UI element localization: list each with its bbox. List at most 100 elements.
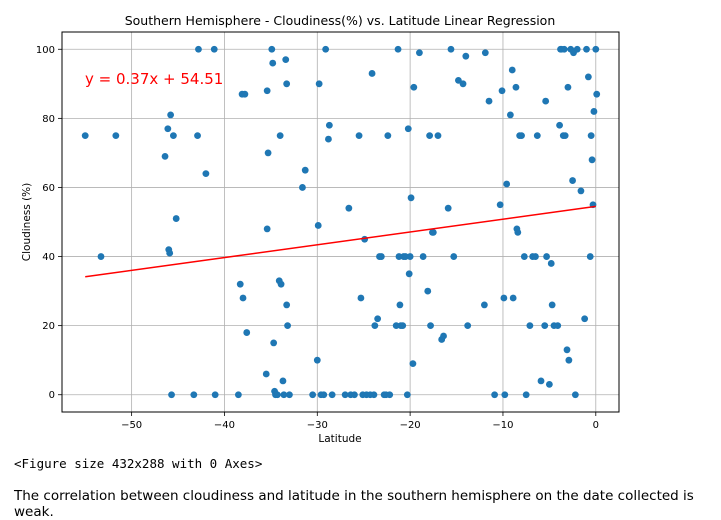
data-point [269, 59, 277, 67]
data-point [533, 132, 541, 140]
data-point [403, 391, 411, 399]
data-point [309, 391, 317, 399]
data-point [166, 249, 174, 257]
data-point [161, 152, 169, 160]
data-point [462, 52, 470, 60]
data-point [571, 391, 579, 399]
data-point [427, 322, 434, 330]
y-tick-label: 80 [42, 114, 55, 125]
data-point [394, 45, 402, 53]
data-point [416, 49, 423, 57]
data-point [236, 280, 244, 288]
data-point [341, 391, 349, 399]
scatter-chart: Southern Hemisphere - Cloudiness(%) vs. … [21, 13, 620, 445]
data-point [590, 108, 598, 115]
data-point [268, 45, 276, 53]
data-point [514, 228, 522, 236]
data-point [522, 391, 530, 399]
x-axis: −50 −40 −30 −20 −10 0 [121, 412, 599, 431]
data-point [168, 391, 175, 399]
data-point [496, 201, 504, 209]
data-point [262, 370, 270, 378]
data-point [447, 45, 455, 53]
data-point [299, 184, 306, 191]
data-point [501, 391, 509, 399]
data-point [322, 45, 330, 53]
data-point [547, 260, 555, 267]
data-point [569, 177, 576, 184]
data-point [464, 322, 472, 330]
plot-area [61, 31, 620, 413]
data-point [454, 76, 462, 84]
data-point [273, 391, 281, 399]
data-point [368, 70, 376, 77]
data-point [577, 187, 585, 195]
data-point [355, 132, 363, 140]
data-point [561, 132, 569, 140]
data-point [315, 80, 323, 88]
data-point [325, 135, 332, 143]
data-point [371, 322, 379, 330]
data-point [374, 315, 382, 323]
figure-size-output: <Figure size 432x288 with 0 Axes> [14, 456, 263, 471]
data-point [532, 253, 539, 260]
data-point [210, 45, 218, 53]
y-tick-label: 60 [42, 183, 55, 194]
data-point [491, 391, 499, 399]
data-point [313, 356, 321, 364]
regression-equation: y = 0.37x + 54.51 [85, 70, 223, 88]
x-tick-label: −30 [307, 420, 328, 431]
data-point [399, 322, 407, 330]
data-point [301, 166, 309, 174]
data-point [325, 121, 333, 129]
data-point [583, 45, 590, 53]
data-point [508, 66, 516, 74]
data-point [587, 132, 595, 140]
data-point [520, 253, 528, 260]
data-point [560, 45, 568, 53]
data-point [440, 332, 447, 340]
data-point [426, 132, 434, 140]
data-point [542, 97, 550, 105]
data-point [112, 132, 120, 140]
data-point [202, 170, 210, 178]
y-tick-label: 0 [49, 390, 55, 401]
data-point [498, 87, 506, 95]
data-point [370, 391, 378, 399]
data-point [239, 294, 247, 302]
data-point [396, 301, 404, 309]
data-point [277, 280, 285, 288]
data-point [264, 149, 272, 157]
data-point [190, 391, 198, 399]
data-point [170, 132, 177, 140]
x-tick-label: −10 [492, 420, 513, 431]
data-point [167, 111, 175, 119]
data-point [500, 294, 508, 302]
data-point [406, 253, 414, 260]
data-point [563, 346, 571, 354]
data-point [243, 329, 251, 336]
y-axis-label: Cloudiness (%) [21, 183, 33, 261]
data-point [573, 45, 581, 53]
data-point [357, 294, 365, 302]
data-point [384, 132, 392, 140]
data-point [548, 301, 556, 309]
data-point [164, 125, 172, 133]
data-point [581, 315, 589, 323]
data-point [506, 111, 514, 119]
data-point [481, 49, 489, 57]
data-point [410, 83, 418, 91]
data-point [320, 391, 328, 399]
data-point [409, 360, 417, 368]
y-tick-label: 100 [36, 45, 55, 56]
data-point [351, 391, 358, 399]
data-point [328, 391, 336, 399]
data-point [592, 45, 600, 53]
data-point [276, 132, 284, 140]
data-point [405, 270, 413, 278]
data-point [565, 356, 573, 364]
data-point [503, 180, 511, 188]
data-point [485, 97, 493, 105]
chart-title: Southern Hemisphere - Cloudiness(%) vs. … [125, 13, 556, 28]
data-point [450, 253, 458, 260]
